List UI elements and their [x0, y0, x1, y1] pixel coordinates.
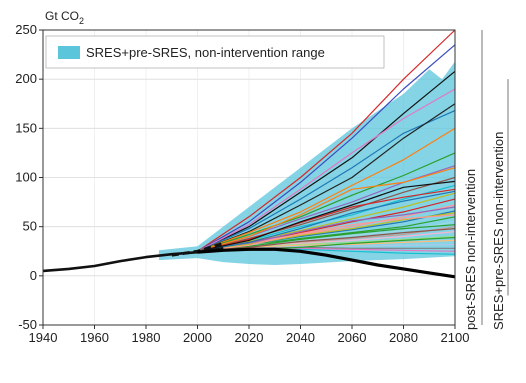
x-tick-label: 2020: [235, 330, 264, 345]
y-tick-label: 150: [15, 120, 37, 135]
scenario-line: [197, 176, 456, 252]
scenario-line: [197, 103, 456, 252]
scenario-line: [197, 29, 456, 252]
scenario-line: [197, 188, 456, 252]
scenario-line: [197, 110, 456, 252]
scenario-line: [197, 70, 456, 252]
x-tick-label: 1980: [132, 330, 161, 345]
axes: -50 0 50 100 150 200 250 1940 1960 1980 2000 2020 20…: [15, 22, 469, 345]
scenario-line: [197, 44, 456, 252]
y-unit-main: Gt CO: [45, 9, 79, 23]
side-label-post-sres: post-SRES non-intervention: [463, 169, 478, 330]
scenario-line: [197, 180, 456, 252]
x-tick-label: 1940: [29, 330, 58, 345]
scenario-line: [197, 152, 456, 252]
range-band-area: [158, 61, 455, 265]
scenario-line: [197, 88, 456, 252]
legend-label: SRES+pre-SRES, non-intervention range: [86, 45, 325, 60]
y-tick-label: -50: [18, 317, 37, 332]
scenario-line: [197, 192, 456, 252]
scenario-line: [197, 190, 456, 252]
y-tick-label: 0: [30, 268, 37, 283]
intervention-line: [197, 247, 456, 279]
scenario-series: [197, 29, 456, 255]
scenario-line: [197, 206, 456, 252]
scenario-line: [197, 127, 456, 252]
y-unit-subscript: 2: [79, 16, 84, 26]
side-label-sres: SRES+pre-SRES non-intervention: [491, 132, 506, 330]
legend: SRES+pre-SRES, non-intervention range: [45, 35, 385, 69]
scenario-line: [197, 214, 456, 252]
y-tick-label: 250: [15, 22, 37, 37]
x-tick-label: 2100: [441, 330, 470, 345]
y-tick-label: 200: [15, 71, 37, 86]
legend-swatch: [58, 46, 80, 59]
scenario-line: [197, 228, 456, 252]
scenario-line: [197, 167, 456, 252]
x-tick-label: 2040: [286, 330, 315, 345]
x-tick-label: 2060: [338, 330, 367, 345]
legend-frame: [45, 35, 385, 69]
y-unit-label: Gt CO2: [45, 9, 84, 26]
scenario-line: [197, 224, 456, 252]
x-tick-label: 1960: [80, 330, 109, 345]
x-tick-label: 2000: [183, 330, 212, 345]
historical-emissions: [42, 241, 456, 279]
y-tick-label: 50: [23, 219, 37, 234]
y-tick-label: 100: [15, 170, 37, 185]
x-tick-label: 2080: [389, 330, 418, 345]
side-ranges: post-SRES non-intervention SRES+pre-SRES…: [463, 30, 509, 330]
range-band: [158, 61, 455, 265]
